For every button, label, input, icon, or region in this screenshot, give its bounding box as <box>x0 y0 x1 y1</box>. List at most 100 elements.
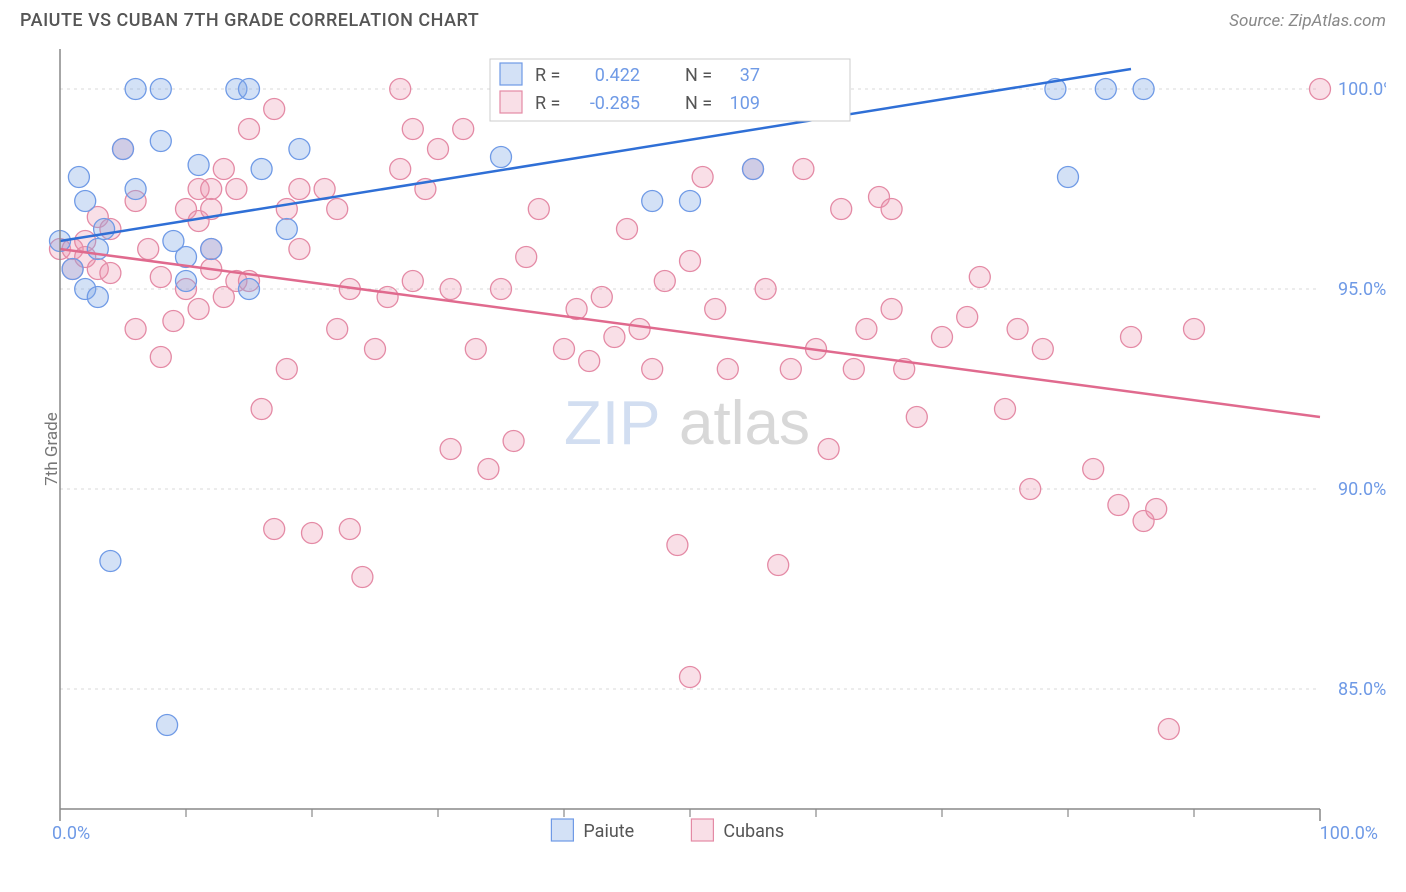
paiute-point <box>1095 79 1116 100</box>
cubans-point <box>491 279 512 300</box>
svg-text:109: 109 <box>730 93 760 114</box>
svg-text:0.422: 0.422 <box>595 65 640 86</box>
cubans-point <box>906 407 927 428</box>
cubans-point <box>390 159 411 180</box>
cubans-point <box>1121 327 1142 348</box>
cubans-point <box>428 139 449 160</box>
paiute-point <box>125 79 146 100</box>
cubans-point <box>188 299 209 320</box>
svg-text:-0.285: -0.285 <box>590 93 640 114</box>
cubans-point <box>617 219 638 240</box>
paiute-point <box>491 147 512 168</box>
paiute-point <box>87 239 108 260</box>
x-min-label: 0.0% <box>52 823 90 844</box>
cubans-point <box>302 523 323 544</box>
cubans-point <box>667 535 688 556</box>
chart-container: 7th Grade 85.0%90.0%95.0%100.0%ZIPatlas0… <box>20 39 1386 859</box>
svg-text:R =: R = <box>535 93 560 114</box>
cubans-point <box>654 271 675 292</box>
cubans-point <box>100 263 121 284</box>
cubans-point <box>150 267 171 288</box>
cubans-point <box>503 431 524 452</box>
cubans-point <box>1083 459 1104 480</box>
svg-text:ZIP: ZIP <box>564 389 660 458</box>
paiute-point <box>100 551 121 572</box>
paiute-point <box>150 79 171 100</box>
paiute-point <box>680 191 701 212</box>
paiute-point <box>1133 79 1154 100</box>
y-tick-label: 100.0% <box>1338 79 1386 100</box>
cubans-point <box>843 359 864 380</box>
cubans-point <box>402 119 423 140</box>
cubans-point <box>1108 495 1129 516</box>
cubans-point <box>717 359 738 380</box>
watermark: ZIP atlas <box>564 389 810 458</box>
cubans-point <box>692 167 713 188</box>
paiute-point <box>276 219 297 240</box>
cubans-point <box>327 199 348 220</box>
cubans-point <box>1032 339 1053 360</box>
cubans-point <box>629 319 650 340</box>
y-tick-label: 90.0% <box>1338 479 1386 500</box>
paiute-point <box>239 279 260 300</box>
source-label: Source: ZipAtlas.com <box>1229 11 1386 31</box>
cubans-point <box>138 239 159 260</box>
chart-title: PAIUTE VS CUBAN 7TH GRADE CORRELATION CH… <box>20 10 479 31</box>
cubans-point <box>818 439 839 460</box>
cubans-point <box>276 199 297 220</box>
paiute-point <box>113 139 134 160</box>
cubans-point <box>881 199 902 220</box>
cubans-point <box>440 439 461 460</box>
cubans-point <box>957 307 978 328</box>
legend-label-paiute: Paiute <box>583 821 634 842</box>
svg-text:N =: N = <box>685 93 712 114</box>
cubans-point <box>276 359 297 380</box>
cubans-point <box>995 399 1016 420</box>
cubans-point <box>1310 79 1331 100</box>
paiute-point <box>188 155 209 176</box>
x-max-label: 100.0% <box>1320 823 1378 844</box>
cubans-point <box>680 251 701 272</box>
cubans-point <box>1020 479 1041 500</box>
cubans-point <box>150 347 171 368</box>
y-tick-label: 95.0% <box>1338 279 1386 300</box>
cubans-point <box>453 119 474 140</box>
paiute-point <box>642 191 663 212</box>
cubans-point <box>642 359 663 380</box>
cubans-point <box>705 299 726 320</box>
cubans-point <box>125 319 146 340</box>
cubans-point <box>932 327 953 348</box>
cubans-point <box>264 99 285 120</box>
cubans-point <box>1007 319 1028 340</box>
paiute-point <box>68 167 89 188</box>
cubans-point <box>831 199 852 220</box>
cubans-point <box>352 567 373 588</box>
paiute-point <box>289 139 310 160</box>
paiute-point <box>743 159 764 180</box>
cubans-point <box>440 279 461 300</box>
legend-swatch-cubans <box>691 819 713 841</box>
cubans-point <box>365 339 386 360</box>
svg-text:atlas: atlas <box>679 389 810 458</box>
cubans-point <box>402 271 423 292</box>
svg-text:37: 37 <box>740 65 760 86</box>
cubans-point <box>478 459 499 480</box>
cubans-point <box>1158 719 1179 740</box>
cubans-point <box>680 667 701 688</box>
cubans-point <box>528 199 549 220</box>
legend-swatch-paiute <box>551 819 573 841</box>
cubans-point <box>881 299 902 320</box>
svg-text:N =: N = <box>685 65 712 86</box>
cubans-point <box>213 159 234 180</box>
paiute-point <box>62 259 83 280</box>
cubans-point <box>793 159 814 180</box>
y-axis-label: 7th Grade <box>42 412 62 486</box>
scatter-chart: 85.0%90.0%95.0%100.0%ZIPatlas0.0%100.0%R… <box>20 39 1386 859</box>
cubans-point <box>604 327 625 348</box>
paiute-point <box>125 179 146 200</box>
paiute-point <box>150 131 171 152</box>
paiute-point <box>201 239 222 260</box>
cubans-point <box>856 319 877 340</box>
cubans-point <box>768 555 789 576</box>
paiute-point <box>239 79 260 100</box>
